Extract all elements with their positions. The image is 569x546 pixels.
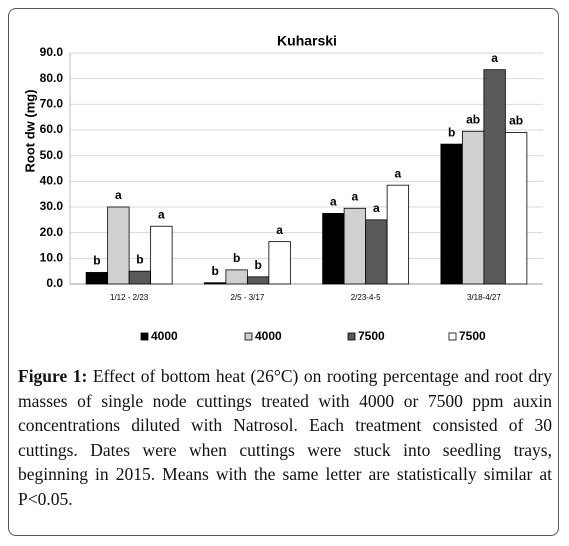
letter-label: ab: [466, 112, 480, 126]
figure-label: Figure 1:: [18, 366, 88, 386]
bar: [343, 207, 367, 285]
y-tick-label: 80.0: [40, 71, 64, 85]
y-tick-label: 10.0: [40, 251, 64, 265]
x-tick-label: 3/18-4/27: [467, 293, 501, 302]
legend-label: 4000: [255, 329, 282, 343]
legend-label: 7500: [459, 329, 486, 343]
legend-swatch: [244, 332, 253, 341]
legend-swatch: [448, 332, 457, 341]
bar: [440, 143, 463, 285]
y-tick-label: 40.0: [40, 174, 64, 188]
y-tick-label: 20.0: [40, 225, 64, 239]
legend-swatch: [140, 332, 149, 341]
bar: [203, 282, 227, 285]
letter-label: a: [158, 207, 165, 221]
bar: [107, 206, 130, 285]
letter-label: a: [276, 223, 283, 237]
bar: [322, 213, 345, 285]
letter-label: a: [115, 188, 122, 202]
caption-text: Effect of bottom heat (26°C) on rooting …: [18, 366, 552, 509]
letter-label: a: [330, 195, 337, 209]
bar: [386, 184, 410, 285]
letter-label: b: [211, 264, 218, 278]
letter-label: a: [352, 189, 359, 203]
letter-label: b: [448, 125, 455, 139]
x-tick-label: 2/5 - 3/17: [230, 293, 264, 302]
y-tick-label: 90.0: [40, 45, 64, 59]
chart: Kuharski Root dw (mg) 0.0 10.0 20.0 30.0 40.…: [22, 33, 543, 343]
figure-frame: [8, 8, 559, 536]
legend-label: 7500: [358, 329, 385, 343]
legend-swatch: [347, 332, 356, 341]
bar: [268, 241, 291, 285]
bar: [150, 225, 173, 285]
legend-label: 4000: [151, 329, 178, 343]
letter-label: ab: [509, 114, 523, 128]
bar: [504, 132, 528, 285]
y-tick-label: 0.0: [46, 276, 63, 290]
letter-label: b: [93, 254, 100, 268]
y-tick-label: 30.0: [40, 199, 64, 213]
letter-label: b: [233, 251, 240, 265]
y-tick-label: 60.0: [40, 122, 64, 136]
x-tick-label: 1/12 - 2/23: [110, 293, 149, 302]
bar: [483, 69, 506, 285]
bar: [461, 130, 485, 285]
bar: [246, 276, 270, 285]
letter-label: a: [395, 166, 402, 180]
letter-label: b: [254, 258, 261, 272]
bar: [85, 272, 109, 285]
letter-label: b: [136, 252, 143, 266]
caption: Figure 1: Effect of bottom heat (26°C) o…: [18, 364, 552, 511]
y-axis-label: Root dw (mg): [22, 89, 37, 172]
bar: [365, 219, 388, 285]
bar: [225, 269, 248, 285]
letter-label: a: [491, 51, 498, 65]
x-tick-label: 2/23-4-5: [351, 293, 381, 302]
y-tick-label: 50.0: [40, 148, 64, 162]
letter-label: a: [373, 201, 380, 215]
y-tick-label: 70.0: [40, 97, 64, 111]
chart-title: Kuharski: [277, 33, 337, 49]
bar: [128, 270, 152, 285]
